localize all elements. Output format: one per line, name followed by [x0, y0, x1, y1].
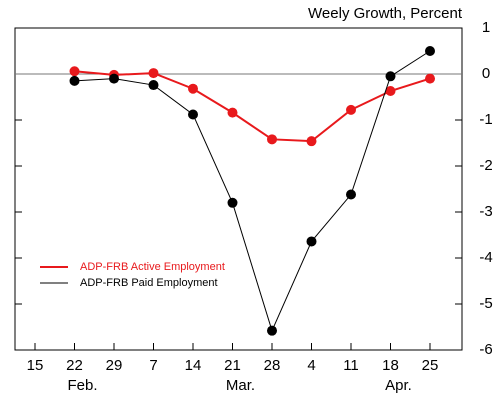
point — [69, 66, 80, 77]
point — [425, 73, 435, 84]
y-tick-label: -5 — [479, 295, 492, 312]
point — [148, 68, 159, 79]
x-tick-label: 28 — [264, 357, 281, 374]
x-tick-label: 21 — [224, 357, 241, 374]
month-label: Apr. — [385, 377, 412, 394]
x-tick-label: 11 — [343, 357, 359, 374]
point — [69, 75, 80, 86]
point — [227, 197, 238, 208]
y-tick-label: 0 — [482, 65, 490, 82]
point — [346, 189, 356, 200]
x-tick-label: 29 — [106, 357, 123, 374]
y-tick-label: -2 — [479, 157, 492, 174]
legend-label: ADP-FRB Paid Employment — [80, 277, 218, 289]
y-tick-label: -3 — [479, 203, 492, 220]
point — [148, 80, 159, 91]
x-tick-label: 25 — [422, 357, 439, 374]
point — [109, 73, 119, 84]
point — [385, 71, 396, 82]
point — [425, 46, 435, 56]
point — [346, 104, 356, 115]
x-tick-label: 18 — [382, 357, 399, 374]
point — [306, 236, 317, 247]
x-tick-label: 22 — [66, 357, 83, 374]
series-line — [74, 70, 431, 143]
x-tick-label: 7 — [149, 357, 157, 374]
x-tick-label: 15 — [27, 357, 44, 374]
point — [188, 83, 198, 94]
chart-title: Weely Growth, Percent — [308, 5, 463, 22]
month-label: Feb. — [67, 377, 97, 394]
point — [306, 136, 317, 147]
month-label: Mar. — [226, 377, 255, 394]
series-line — [74, 50, 431, 333]
point — [385, 86, 396, 97]
point — [188, 109, 198, 120]
point — [267, 134, 277, 145]
x-tick-label: 4 — [307, 357, 315, 374]
y-tick-label: -4 — [479, 249, 492, 266]
legend-label: ADP-FRB Active Employment — [80, 261, 225, 273]
y-tick-label: -1 — [479, 111, 492, 128]
y-tick-label: -6 — [479, 341, 492, 358]
y-tick-label: 1 — [482, 19, 490, 36]
point — [267, 325, 277, 336]
x-tick-label: 14 — [185, 357, 202, 374]
point — [227, 107, 238, 118]
plot-frame — [14, 27, 463, 351]
